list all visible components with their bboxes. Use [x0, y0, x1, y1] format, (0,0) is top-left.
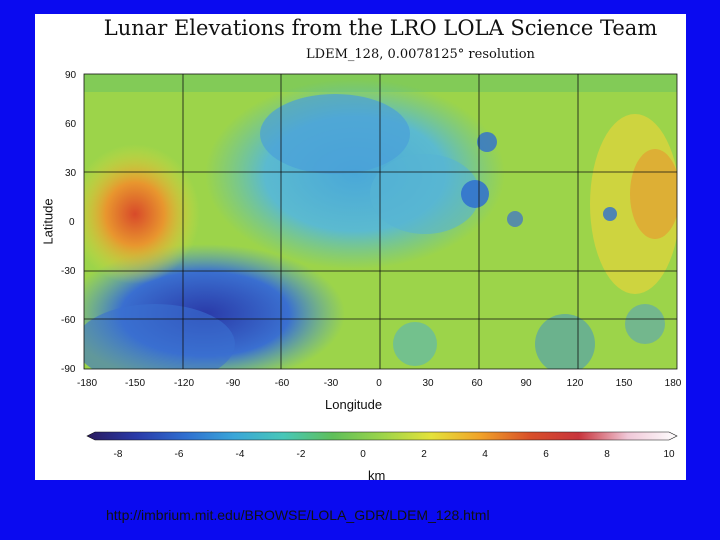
colorbar-gradient	[86, 431, 678, 441]
colorbar-tick-label: -8	[114, 449, 123, 460]
elevation-map-svg: 90 60 30 0 -30 -60 -90 -180 -150 -120 -9…	[61, 70, 682, 460]
y-tick-label: -60	[61, 315, 76, 326]
colorbar-tick-label: 10	[663, 449, 675, 460]
colorbar-tick-label: 0	[360, 449, 366, 460]
x-tick-labels: -180 -150 -120 -90 -60 -30 0 30 60 90 12…	[77, 378, 682, 389]
y-tick-label: 90	[65, 70, 77, 81]
colorbar-tick-label: 8	[604, 449, 610, 460]
x-tick-label: 30	[422, 378, 434, 389]
elevation-raster	[84, 74, 677, 369]
colorbar-tick-label: -6	[175, 449, 184, 460]
colorbar-unit-label: km	[368, 468, 386, 483]
y-tick-label: -30	[61, 266, 76, 277]
figure-panel: Lunar Elevations from the LRO LOLA Scien…	[35, 14, 686, 483]
y-tick-label: 30	[65, 168, 77, 179]
x-axis-label: Longitude	[325, 397, 383, 412]
colorbar	[86, 431, 678, 441]
source-url[interactable]: http://imbrium.mit.edu/BROWSE/LOLA_GDR/L…	[106, 507, 490, 523]
x-tick-label: -150	[125, 378, 145, 389]
x-tick-label: -30	[324, 378, 339, 389]
x-tick-label: -90	[226, 378, 241, 389]
map-gridlines	[83, 73, 678, 370]
colorbar-tick-label: -2	[297, 449, 306, 460]
y-tick-label: 0	[69, 217, 75, 228]
colorbar-tick-label: 2	[421, 449, 427, 460]
x-tick-label: 60	[471, 378, 483, 389]
colorbar-tick-label: 4	[482, 449, 488, 460]
y-tick-label: 60	[65, 119, 77, 130]
figure-title: Lunar Elevations from the LRO LOLA Scien…	[103, 16, 658, 40]
x-tick-label: 180	[665, 378, 682, 389]
figure-subtitle: LDEM_128, 0.0078125° resolution	[306, 47, 535, 62]
x-tick-label: 90	[520, 378, 532, 389]
y-tick-labels: 90 60 30 0 -30 -60 -90	[61, 70, 77, 375]
colorbar-tick-label: -4	[236, 449, 245, 460]
colorbar-tick-label: 6	[543, 449, 549, 460]
y-axis-label: Latitude	[40, 198, 56, 245]
x-tick-label: -60	[275, 378, 290, 389]
colorbar-tick-labels: -8 -6 -4 -2 0 2 4 6 8 10	[114, 449, 675, 460]
x-tick-label: -180	[77, 378, 97, 389]
y-tick-label: -90	[61, 364, 76, 375]
x-tick-label: 0	[376, 378, 382, 389]
x-tick-label: -120	[174, 378, 194, 389]
x-tick-label: 150	[616, 378, 633, 389]
x-tick-label: 120	[567, 378, 584, 389]
